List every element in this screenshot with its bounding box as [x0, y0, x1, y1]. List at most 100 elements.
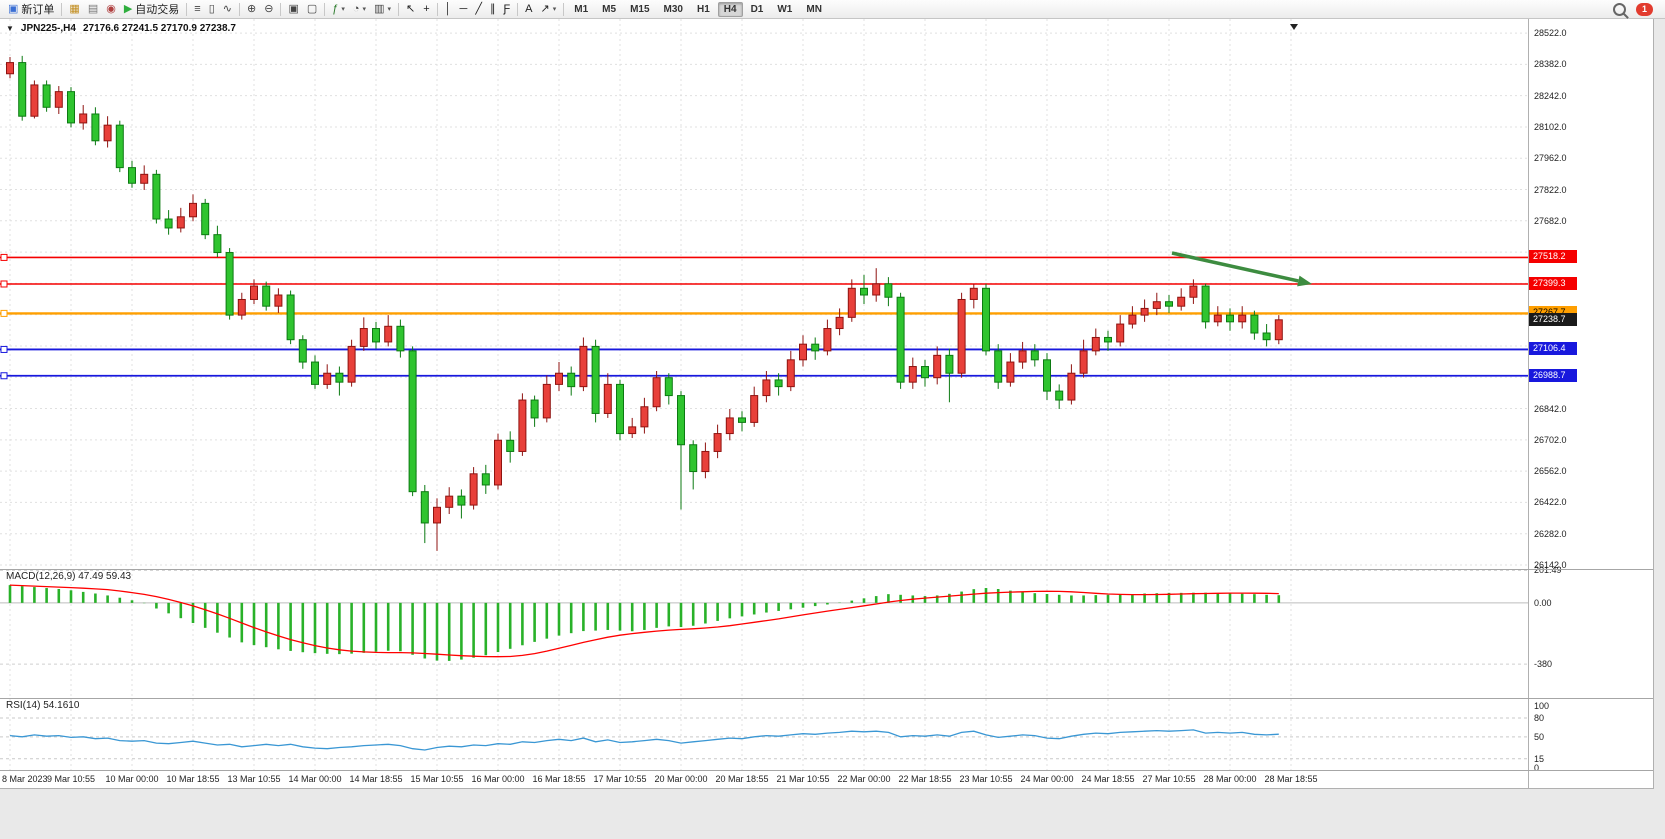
timeframe-h4-button[interactable]: H4 — [717, 1, 743, 17]
indicators-button[interactable]: ƒ ▾ — [328, 0, 349, 19]
rsi-tick: 0 — [1534, 763, 1540, 774]
panel-separator-time — [0, 770, 1653, 771]
crosshair-button[interactable]: + — [419, 0, 433, 19]
toolbar-separator — [397, 2, 399, 16]
tile-windows-icon: ▣ — [288, 2, 299, 15]
data-window-button[interactable]: ◉ — [102, 0, 120, 19]
macd-tick: -380 — [1534, 659, 1553, 670]
panel-separator-macd[interactable] — [0, 569, 1653, 570]
periods-button[interactable]: ◔ ▾ — [349, 0, 370, 19]
vertical-line-button[interactable]: │ — [441, 0, 456, 19]
cascade-windows-button[interactable]: ▢ — [303, 0, 321, 19]
toolbar-separator — [186, 2, 188, 16]
price-tick: 26282.0 — [1534, 528, 1567, 539]
annotations — [1171, 24, 1312, 287]
symbol-dropdown-icon[interactable]: ▼ — [6, 24, 14, 33]
price-tick: 28382.0 — [1534, 59, 1567, 70]
tile-windows-button[interactable]: ▣ — [284, 0, 302, 19]
price-tick: 28102.0 — [1534, 121, 1567, 132]
toolbar-separator — [239, 2, 240, 16]
price-tick: 28522.0 — [1534, 28, 1567, 39]
autotrade-label: 自动交易 — [135, 4, 180, 16]
time-tick: 14 Mar 00:00 — [288, 774, 342, 784]
chevron-down-icon: ▾ — [387, 6, 391, 13]
vertical-line-icon: │ — [444, 2, 452, 15]
timeframe-m30-button[interactable]: M30 — [663, 3, 683, 15]
price-tick: 26562.0 — [1534, 466, 1567, 477]
cursor-icon: ↖ — [405, 2, 416, 15]
new-order-icon: ▣ — [8, 2, 19, 15]
price-level-chip: 26988.7 — [1529, 368, 1577, 382]
timeframe-d1-button[interactable]: D1 — [750, 3, 764, 15]
rsi-plot — [9, 729, 1279, 751]
time-tick: 24 Mar 18:55 — [1081, 774, 1135, 784]
chevron-down-icon: ▾ — [362, 6, 367, 13]
timeframe-mn-button[interactable]: MN — [806, 3, 822, 15]
price-axis[interactable]: 28522.0 28382.0 28242.0 28102.0 27962.0 27822… — [1528, 19, 1653, 788]
time-axis[interactable]: 8 Mar 2023 9 Mar 10:55 10 Mar 00:00 10 Mar … — [0, 770, 1528, 788]
toolbar-separator — [436, 2, 438, 16]
price-tick: 26702.0 — [1534, 434, 1567, 445]
time-tick: 8 Mar 2023 — [2, 774, 48, 784]
timeframe-m15-button[interactable]: M15 — [630, 3, 650, 15]
rsi-tick: 15 — [1534, 753, 1545, 764]
time-tick: 23 Mar 10:55 — [959, 774, 1013, 784]
channel-button[interactable]: ∥ — [486, 0, 500, 19]
price-tick: 27682.0 — [1534, 215, 1567, 226]
price-level-chip: 27238.7 — [1529, 312, 1577, 326]
templates-button[interactable]: ▥ ▾ — [370, 0, 395, 19]
profiles-icon: ▤ — [87, 2, 99, 15]
text-button[interactable]: A — [521, 0, 536, 19]
toolbar-separator — [61, 2, 63, 16]
macd-tick: 201.49 — [1534, 565, 1562, 576]
timeframe-h1-button[interactable]: H1 — [696, 3, 710, 15]
time-tick: 28 Mar 00:00 — [1203, 774, 1257, 784]
autotrade-button[interactable]: ▶ 自动交易 — [120, 0, 183, 19]
arrows-icon: ↗ — [540, 2, 550, 15]
rsi-label: RSI(14) 54.1610 — [6, 700, 80, 711]
chart-window: ▼ JPN225-,H4 27176.6 27241.5 27170.9 272… — [0, 19, 1654, 789]
arrows-button[interactable]: ↗ ▾ — [537, 0, 561, 19]
cursor-button[interactable]: ↖ — [402, 0, 419, 19]
candlestick-chart-button[interactable]: ▯ — [205, 0, 219, 19]
price-tick: 26142.0 — [1534, 559, 1567, 570]
charts-grid-icon: ▦ — [69, 2, 80, 15]
chart-ohlc: 27176.6 27241.5 27170.9 27238.7 — [82, 23, 236, 34]
new-order-label: 新订单 — [21, 4, 55, 16]
profiles-button[interactable]: ▤ — [84, 0, 102, 19]
timeframe-w1-button[interactable]: W1 — [777, 3, 793, 15]
timeframe-m1-button[interactable]: M1 — [574, 3, 589, 15]
fibonacci-button[interactable]: Ƒ — [499, 0, 514, 19]
time-tick: 14 Mar 18:55 — [349, 774, 403, 784]
time-tick: 10 Mar 00:00 — [105, 774, 159, 784]
notification-badge[interactable]: 1 — [1636, 2, 1653, 16]
toolbar-right-group: 1 — [1613, 2, 1661, 16]
timeframe-m5-button[interactable]: M5 — [602, 3, 617, 15]
text-icon: A — [525, 2, 533, 15]
zoom-in-button[interactable]: ⊕ — [243, 0, 260, 19]
time-tick: 22 Mar 18:55 — [898, 774, 952, 784]
toolbar-separator — [324, 2, 326, 16]
line-chart-button[interactable]: ∿ — [219, 0, 236, 19]
candlestick-chart-icon: ▯ — [208, 2, 215, 15]
chevron-down-icon: ▾ — [341, 6, 345, 13]
periods-icon: ◔ — [352, 2, 360, 15]
horizontal-line-button[interactable]: ─ — [456, 0, 472, 19]
bar-chart-button[interactable]: ≡ — [190, 0, 204, 19]
search-icon[interactable] — [1613, 2, 1626, 16]
rsi-tick: 50 — [1534, 731, 1545, 742]
rsi-tick: 80 — [1534, 713, 1545, 724]
new-order-button[interactable]: ▣ 新订单 — [4, 0, 58, 19]
zoom-out-button[interactable]: ⊖ — [260, 0, 277, 19]
toolbar-separator — [517, 2, 519, 16]
toolbar: ▣ 新订单 ▦ ▤ ◉ ▶ 自动交易 ≡ ▯ ∿ ⊕ ⊖ ▣ ▢ ƒ ▾ ◔ ▾ ▥ ▾ ↖ + │ ─ ╱ ∥ Ƒ A ↗ ▾ M1 M5 M… — [0, 0, 1665, 19]
charts-grid-button[interactable]: ▦ — [65, 0, 83, 19]
bar-chart-icon: ≡ — [194, 2, 201, 15]
price-level-chip: 27518.2 — [1529, 250, 1577, 264]
trendline-button[interactable]: ╱ — [471, 0, 486, 19]
price-tick: 28242.0 — [1534, 90, 1567, 101]
price-level-chip: 27399.3 — [1529, 276, 1577, 290]
templates-icon: ▥ — [374, 2, 385, 15]
panel-separator-rsi[interactable] — [0, 698, 1653, 699]
price-chart[interactable] — [0, 19, 1528, 770]
